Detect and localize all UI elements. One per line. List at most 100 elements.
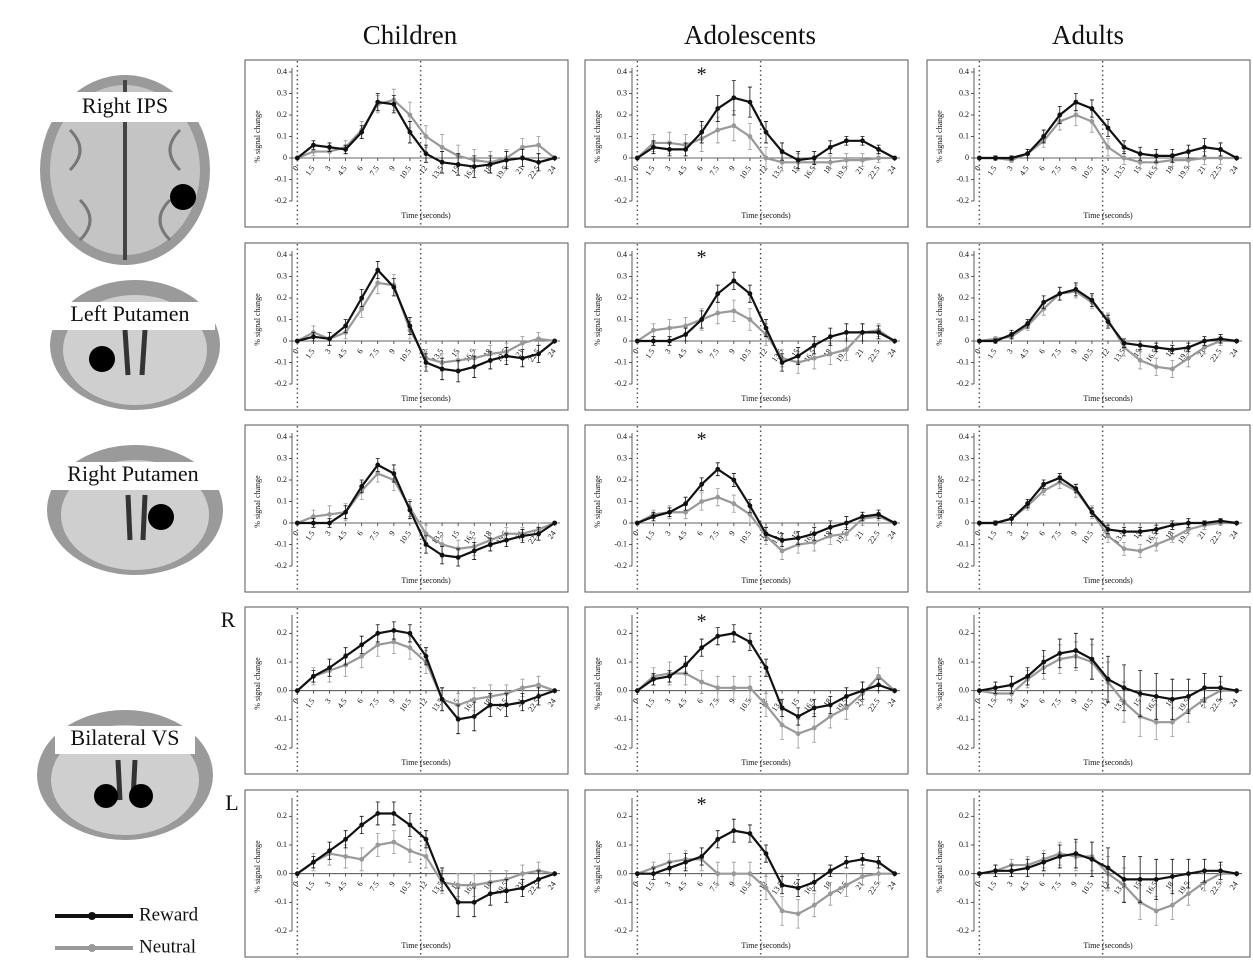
data-point [1122, 145, 1127, 150]
data-point [844, 860, 849, 865]
data-point [1154, 364, 1159, 369]
y-tick-label: -0.2 [956, 926, 969, 935]
data-point [796, 714, 801, 719]
data-point [1009, 332, 1014, 337]
data-point [699, 854, 704, 859]
data-point [1186, 871, 1191, 876]
data-point [1154, 527, 1159, 532]
data-point [699, 680, 704, 685]
y-tick-label: -0.1 [956, 539, 969, 548]
data-point [1073, 287, 1078, 292]
data-point [1186, 891, 1191, 896]
data-point [552, 156, 557, 161]
data-point [1154, 909, 1159, 914]
data-point [1057, 651, 1062, 656]
data-point [456, 717, 461, 722]
data-point [667, 510, 672, 515]
data-point [408, 848, 413, 853]
y-tick-label: 0 [623, 518, 627, 527]
data-point [456, 162, 461, 167]
data-point [748, 512, 753, 517]
y-tick-label: 0.4 [277, 432, 287, 441]
data-point [715, 495, 720, 500]
data-point [1041, 300, 1046, 305]
data-point [1090, 119, 1095, 124]
data-point [1154, 877, 1159, 882]
data-point [715, 685, 720, 690]
y-tick-label: 0.3 [617, 88, 627, 97]
y-tick-label: -0.2 [614, 743, 627, 752]
data-point [977, 871, 982, 876]
data-point [748, 871, 753, 876]
data-point [683, 860, 688, 865]
data-point [667, 147, 672, 152]
data-point [764, 703, 769, 708]
y-tick-label: -0.2 [274, 926, 287, 935]
y-tick-label: 0.1 [617, 840, 627, 849]
data-point [359, 654, 364, 659]
data-point [683, 332, 688, 337]
data-point [844, 138, 849, 143]
data-point [780, 149, 785, 154]
data-point [295, 156, 300, 161]
data-point [408, 130, 413, 135]
y-tick-label: 0 [623, 336, 627, 345]
y-axis-label: % signal change [935, 840, 944, 893]
y-tick-label: 0.1 [617, 657, 627, 666]
data-point [1186, 345, 1191, 350]
data-point [715, 311, 720, 316]
data-point [424, 151, 429, 156]
y-tick-label: 0 [283, 153, 287, 162]
data-point [1234, 339, 1239, 344]
data-point [876, 683, 881, 688]
data-point [764, 531, 769, 536]
data-point [1202, 145, 1207, 150]
data-point [1073, 113, 1078, 118]
data-point [1154, 720, 1159, 725]
data-point [424, 837, 429, 842]
data-point [812, 540, 817, 545]
data-point [876, 156, 881, 161]
data-point [327, 665, 332, 670]
data-point [520, 871, 525, 876]
y-axis-label: % signal change [935, 657, 944, 710]
y-tick-label: -0.2 [614, 926, 627, 935]
data-point [731, 501, 736, 506]
y-tick-label: 0.2 [277, 628, 287, 637]
data-point [1057, 113, 1062, 118]
data-point [1073, 100, 1078, 105]
annotation: * [697, 794, 707, 816]
data-point [796, 886, 801, 891]
x-axis-label: Time (seconds) [1083, 394, 1133, 403]
y-tick-label: -0.1 [614, 897, 627, 906]
data-point [552, 871, 557, 876]
data-point [375, 471, 380, 476]
data-point [844, 330, 849, 335]
row-label: Right IPS [82, 93, 168, 118]
data-point [504, 888, 509, 893]
data-point [828, 714, 833, 719]
data-point [327, 521, 332, 526]
data-point [536, 160, 541, 165]
data-point [812, 356, 817, 361]
data-point [520, 700, 525, 705]
data-point [536, 352, 541, 357]
data-point [424, 360, 429, 365]
column-title: Children [363, 20, 458, 50]
data-point [1138, 529, 1143, 534]
y-axis-label: % signal change [253, 293, 262, 346]
y-tick-label: 0.0 [959, 868, 969, 877]
y-tick-label: -0.1 [274, 539, 287, 548]
data-point [375, 281, 380, 286]
data-point [731, 123, 736, 128]
data-point [327, 145, 332, 150]
y-tick-label: 0.4 [277, 67, 287, 76]
y-tick-label: 0.4 [959, 250, 969, 259]
data-point [1154, 345, 1159, 350]
data-point [876, 860, 881, 865]
data-point [375, 463, 380, 468]
data-point [812, 531, 817, 536]
data-point [311, 149, 316, 154]
data-point [1170, 536, 1175, 541]
data-point [1234, 521, 1239, 526]
